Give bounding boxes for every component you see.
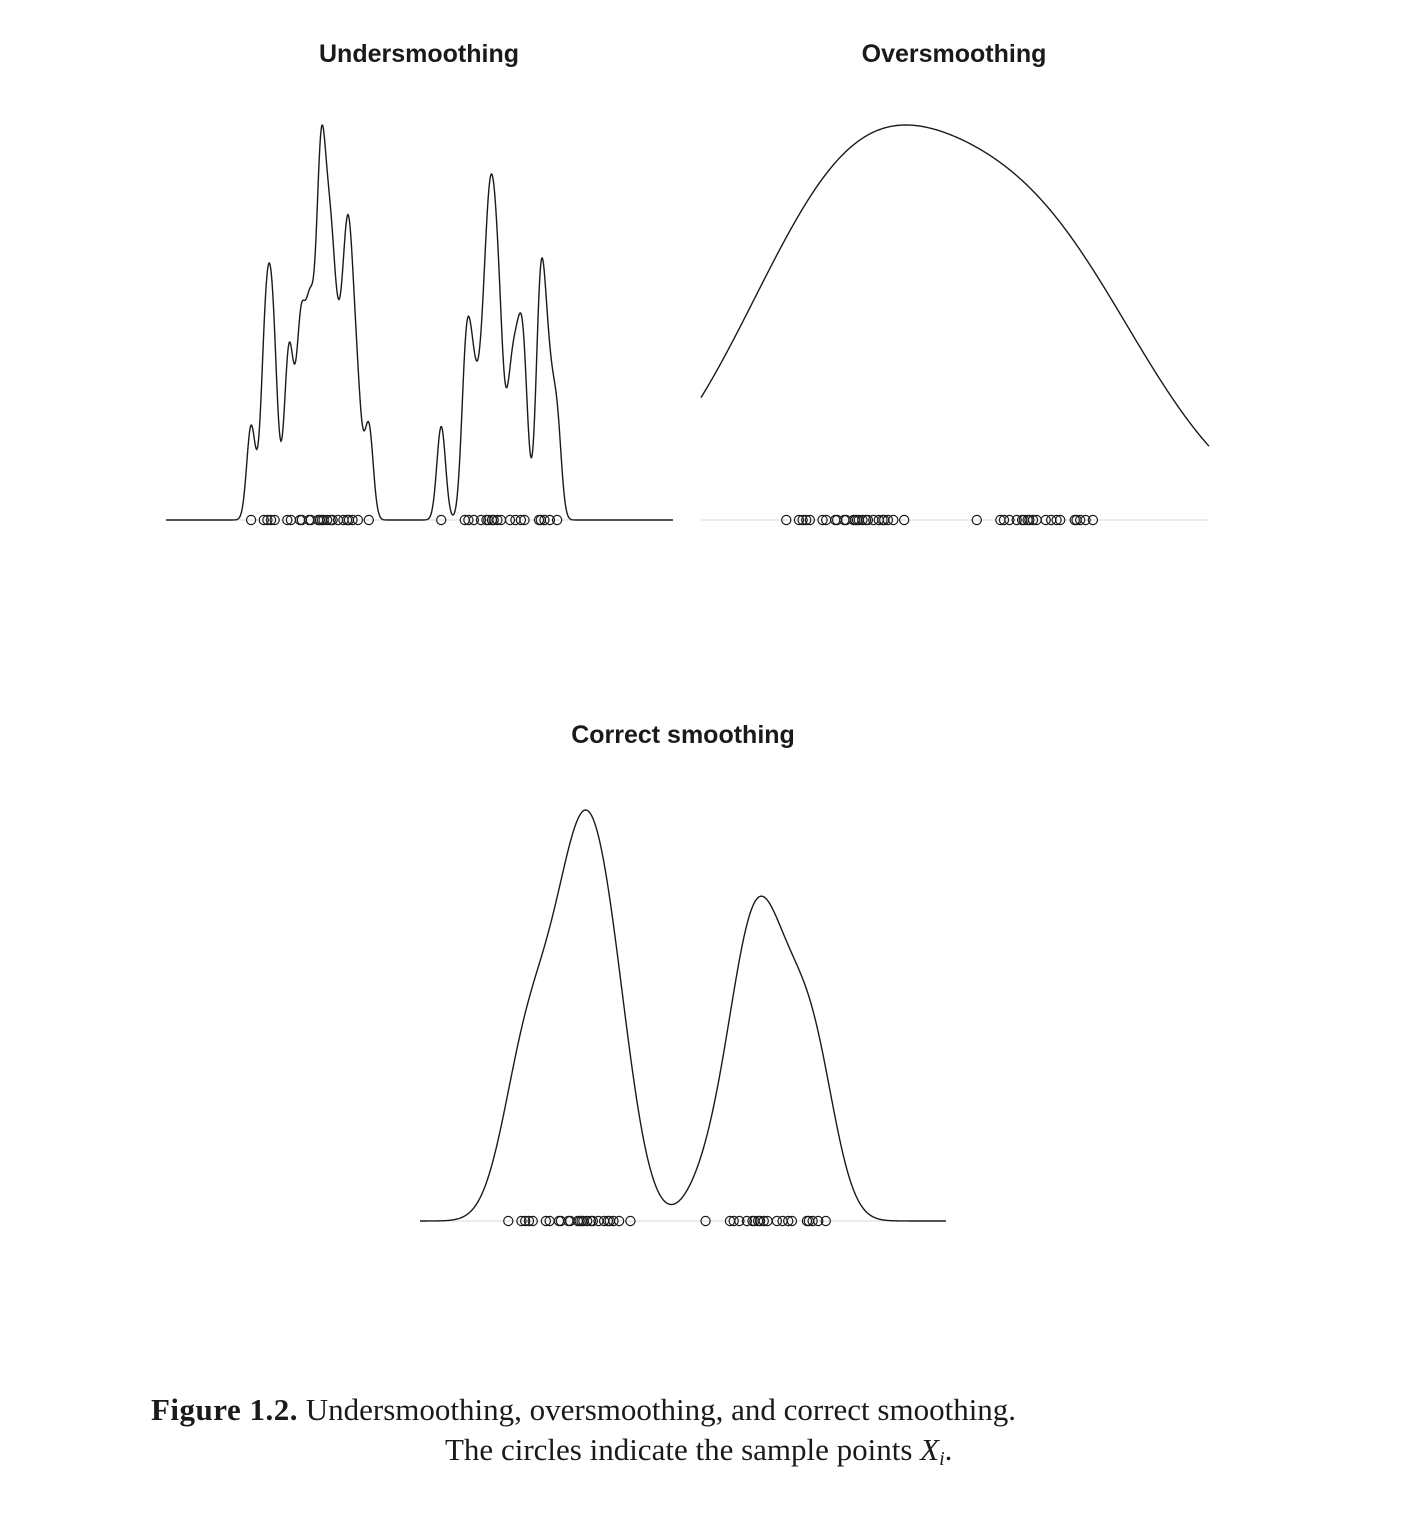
sample-point (523, 1215, 535, 1227)
sample-point (1027, 514, 1039, 526)
sample-point (613, 1215, 625, 1227)
sample-point (258, 514, 269, 526)
caption-variable: X (920, 1432, 940, 1467)
sample-point (544, 514, 556, 526)
sample-point (492, 514, 503, 526)
sample-point (282, 514, 293, 526)
sample-point (899, 514, 910, 526)
sample-point (781, 514, 792, 526)
sample-point (488, 514, 499, 526)
sample-point (520, 1215, 531, 1227)
sample-point (1011, 514, 1022, 526)
sample-point (504, 514, 516, 526)
sample-point (1080, 514, 1091, 526)
sample-point (754, 1215, 766, 1227)
sample-point (998, 514, 1010, 526)
sample-point (793, 514, 805, 526)
panel-title-oversmoothing: Oversmoothing (861, 40, 1047, 68)
sample-point (700, 1215, 711, 1227)
sample-point (527, 1215, 538, 1227)
sample-point (539, 514, 550, 526)
sample-point (519, 514, 530, 526)
sample-point (728, 1215, 739, 1227)
sample-point (1055, 514, 1066, 526)
sample-point (1024, 514, 1035, 526)
sample-point (1004, 514, 1015, 526)
sample-point (804, 514, 816, 526)
sample-point (801, 514, 812, 526)
sample-point (269, 514, 280, 526)
sample-point (516, 1215, 527, 1227)
sample-point (1087, 514, 1099, 526)
sample-point (786, 1215, 798, 1227)
density-curve (420, 809, 946, 1222)
sample-point (1074, 514, 1086, 526)
sample-point (813, 1215, 824, 1227)
sample-point (817, 514, 828, 526)
sample-point (608, 1215, 619, 1227)
sample-point (468, 514, 480, 526)
caption-text: Undersmoothing, oversmoothing, and corre… (305, 1392, 1017, 1427)
sample-point (515, 514, 527, 526)
sample-point (363, 514, 374, 526)
sample-point (463, 514, 474, 526)
sample-point (888, 514, 899, 526)
figure-caption-line1: Figure 1.2. Undersmoothing, oversmoothin… (151, 1392, 1016, 1428)
sample-point (321, 514, 333, 526)
figure-label: Figure 1.2. (151, 1392, 298, 1427)
sample-point (797, 514, 808, 526)
sample-point (971, 514, 982, 526)
sample-point (1051, 514, 1062, 526)
sample-point (265, 514, 277, 526)
sample-point (503, 1215, 514, 1227)
caption-subscript: i (939, 1448, 945, 1470)
panel-title-correct-smoothing: Correct smoothing (571, 721, 795, 749)
panel-title-undersmoothing: Undersmoothing (319, 40, 519, 68)
sample-point (820, 1215, 831, 1227)
sample-point (540, 1215, 552, 1227)
sample-point (758, 1215, 769, 1227)
sample-point (551, 514, 563, 526)
sample-point (857, 514, 868, 526)
figure-caption-line2: The circles indicate the sample points X… (445, 1432, 953, 1470)
sample-point (347, 514, 358, 526)
sample-point (771, 1215, 783, 1227)
sample-point (734, 1215, 745, 1227)
sample-point (436, 514, 447, 526)
density-curve (166, 124, 673, 521)
caption-text-2: The circles indicate the sample points (445, 1432, 921, 1467)
sample-point (807, 1215, 818, 1227)
caption-period: . (944, 1432, 953, 1467)
density-curve (700, 124, 1210, 447)
sample-point (862, 514, 874, 526)
sample-point (882, 514, 894, 526)
sample-point (327, 514, 338, 526)
sample-point (262, 514, 273, 526)
sample-point (581, 1215, 593, 1227)
sample-point (625, 1215, 636, 1227)
sample-point (475, 514, 487, 526)
sample-point (741, 1215, 753, 1227)
sample-point (352, 514, 364, 526)
sample-point (587, 1215, 599, 1227)
sample-point (1040, 514, 1051, 526)
sample-point (245, 514, 257, 526)
sample-point (783, 1215, 794, 1227)
